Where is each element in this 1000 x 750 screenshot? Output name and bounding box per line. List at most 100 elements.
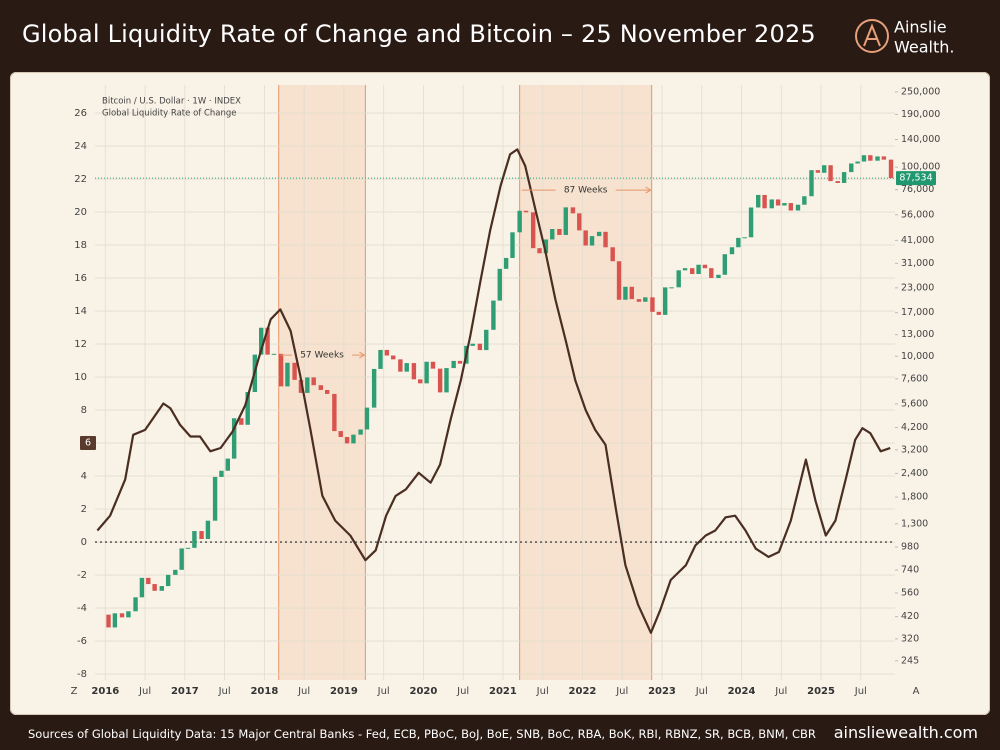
y-tick-label: -6 [77,636,87,647]
logo-a [863,23,881,47]
candle [589,236,595,246]
x-tick-label: 2019 [330,686,358,697]
candle [152,584,157,591]
y-tick-label: 14 [74,306,87,317]
candle [523,210,529,213]
candle [378,349,383,369]
candle [769,199,774,209]
candle [285,362,290,387]
y2-tick-label: 17,000 [901,307,934,318]
candle [756,194,761,208]
candle [457,360,463,364]
candle [133,597,138,612]
candle [809,170,814,197]
candle [841,172,847,183]
candle [384,349,390,356]
footer-website[interactable]: ainsliewealth.com [833,723,978,742]
candle [722,254,728,275]
candle [146,577,151,585]
candle [788,203,794,211]
candle [849,163,854,173]
candle [444,368,449,393]
chart-panel: -8-6-4-2024681012141618202224262016Jul20… [10,72,990,715]
candle [404,363,409,372]
panel-border [10,72,990,715]
logo-text: Wealth. [894,38,954,57]
candle [364,407,370,430]
candle [510,232,515,258]
y-tick-label: 22 [74,174,87,185]
candle [861,155,867,162]
candle [278,353,284,387]
candle [225,458,231,471]
x-tick-label: 2022 [569,686,597,697]
candle [497,268,502,301]
x-tick-label: Jul [218,686,231,697]
candle [748,207,754,238]
candle [881,156,887,160]
candle [815,170,821,173]
candle [868,155,873,161]
x-tick-label: Jul [695,686,708,697]
price-label-box [896,171,936,186]
span-label: 57 Weeks [300,351,344,361]
candle [802,196,807,205]
candle [762,194,767,209]
arrow-head [359,351,366,359]
y2-tick-label: 76,000 [901,184,934,195]
candle [676,270,681,288]
x-tick-label: 2021 [489,686,517,697]
candle [623,286,628,300]
candle [650,297,655,312]
candle [371,368,377,408]
candle [669,287,674,289]
candle [292,362,297,380]
candle [729,247,735,255]
y-tick-label: 4 [81,471,87,482]
candle [332,393,337,432]
candle [603,231,608,248]
candle [411,363,417,380]
legend-entry: Bitcoin / U.S. Dollar · 1W · INDEX [102,97,241,107]
candle [205,520,211,540]
candle [470,343,475,346]
corner-label: A [913,686,920,697]
candle [398,359,403,372]
candle [271,353,277,355]
candle [690,268,695,275]
y2-tick-label: 245 [901,655,919,666]
candle [139,577,145,598]
candle [709,268,714,278]
candle [484,329,489,351]
y-tick-label: 0 [81,537,87,548]
candle [855,161,860,164]
arrow-head [645,186,652,194]
line-series [96,148,891,634]
candle [231,418,237,459]
candle [239,418,244,425]
candle [563,207,568,235]
candle [742,237,747,239]
y2-tick-label: 56,000 [901,209,934,220]
x-tick-label: 2024 [728,686,756,697]
chart: -8-6-4-2024681012141618202224262016Jul20… [10,72,990,715]
legend-entry: Global Liquidity Rate of Change [102,109,237,119]
candle [570,207,576,214]
y-tick-label: 10 [74,372,87,383]
candle [165,574,171,587]
candle [828,165,833,182]
candle [173,569,178,575]
candle [662,287,668,315]
x-tick-label: 2023 [648,686,676,697]
candle [451,360,456,369]
x-tick-label: Jul [138,686,151,697]
y2-tick-label: 190,000 [901,109,940,120]
y-tick-label: 16 [74,273,87,284]
y2-tick-label: 740 [901,565,919,576]
candle [616,261,622,300]
logo-ring [855,19,889,53]
x-tick-label: Jul [615,686,628,697]
y-tick-label: 20 [74,207,87,218]
candle [192,531,197,548]
